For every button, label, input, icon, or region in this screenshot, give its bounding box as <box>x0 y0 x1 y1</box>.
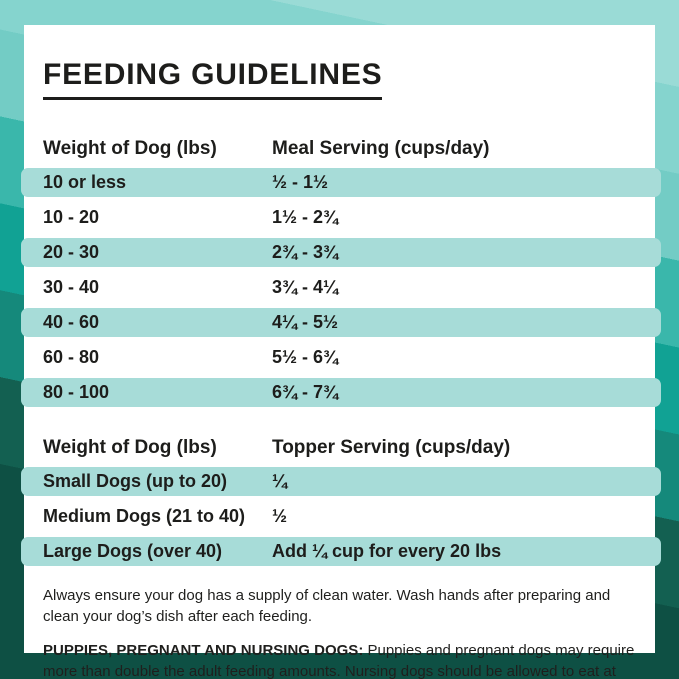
serving-cell: 2¾ - 3¾ <box>272 242 339 263</box>
weight-cell: 80 - 100 <box>43 382 110 403</box>
serving-cell: ½ <box>272 506 288 527</box>
meal-table-header: Weight of Dog (lbs) Meal Serving (cups/d… <box>43 137 636 161</box>
table-row: 30 - 40 3¾ - 4¼ <box>21 273 661 302</box>
table-row: 20 - 30 2¾ - 3¾ <box>21 238 661 268</box>
serving-cell: Add ¼ cup for every 20 lbs <box>272 541 502 562</box>
table-row: 60 - 80 5½ - 6¾ <box>21 343 661 372</box>
topper-table-header: Weight of Dog (lbs) Topper Serving (cups… <box>43 436 636 460</box>
weight-cell: 40 - 60 <box>43 312 100 333</box>
weight-cell: 10 - 20 <box>43 207 100 228</box>
note-lead-text: PUPPIES, PREGNANT AND NURSING DOGS: <box>43 642 364 660</box>
serving-cell: ½ - 1½ <box>272 172 329 193</box>
table-row: 80 - 100 6¾ - 7¾ <box>21 378 661 408</box>
weight-cell: 30 - 40 <box>43 277 100 298</box>
serving-cell: 1½ - 2¾ <box>272 207 339 228</box>
weight-cell: 60 - 80 <box>43 347 100 368</box>
meal-serving-table: Weight of Dog (lbs) Meal Serving (cups/d… <box>21 137 661 408</box>
table-row: Medium Dogs (21 to 40) ½ <box>21 502 661 531</box>
meal-table-col2-header: Meal Serving (cups/day) <box>272 138 490 160</box>
table-row: 40 - 60 4¼ - 5½ <box>21 308 661 338</box>
weight-cell: 20 - 30 <box>43 242 100 263</box>
table-row: 10 or less ½ - 1½ <box>21 168 661 198</box>
puppies-pregnant-nursing-note: PUPPIES, PREGNANT AND NURSING DOGS: Pupp… <box>43 640 636 679</box>
weight-cell: Small Dogs (up to 20) <box>43 471 228 492</box>
weight-cell: Large Dogs (over 40) <box>43 541 223 562</box>
table-row: 10 - 20 1½ - 2¾ <box>21 203 661 232</box>
table-row: Small Dogs (up to 20) ¼ <box>21 467 661 497</box>
topper-table-col1-header: Weight of Dog (lbs) <box>43 437 217 459</box>
serving-cell: 4¼ - 5½ <box>272 312 339 333</box>
serving-cell: ¼ <box>272 471 288 492</box>
weight-cell: Medium Dogs (21 to 40) <box>43 506 246 527</box>
table-row: Large Dogs (over 40) Add ¼ cup for every… <box>21 537 661 567</box>
serving-cell: 3¾ - 4¼ <box>272 277 339 298</box>
page-title: FEEDING GUIDELINES <box>43 60 383 101</box>
serving-cell: 5½ - 6¾ <box>272 347 339 368</box>
topper-table-col2-header: Topper Serving (cups/day) <box>272 437 511 459</box>
note-body-text: Puppies and pregnant dogs may require mo… <box>43 642 635 679</box>
meal-table-col1-header: Weight of Dog (lbs) <box>43 138 217 160</box>
topper-serving-table: Weight of Dog (lbs) Topper Serving (cups… <box>21 436 661 567</box>
serving-cell: 6¾ - 7¾ <box>272 382 339 403</box>
clean-water-note: Always ensure your dog has a supply of c… <box>43 587 611 626</box>
footer-notes: Always ensure your dog has a supply of c… <box>43 585 636 679</box>
feeding-guidelines-card: FEEDING GUIDELINES Weight of Dog (lbs) M… <box>21 25 661 679</box>
weight-cell: 10 or less <box>43 172 127 193</box>
